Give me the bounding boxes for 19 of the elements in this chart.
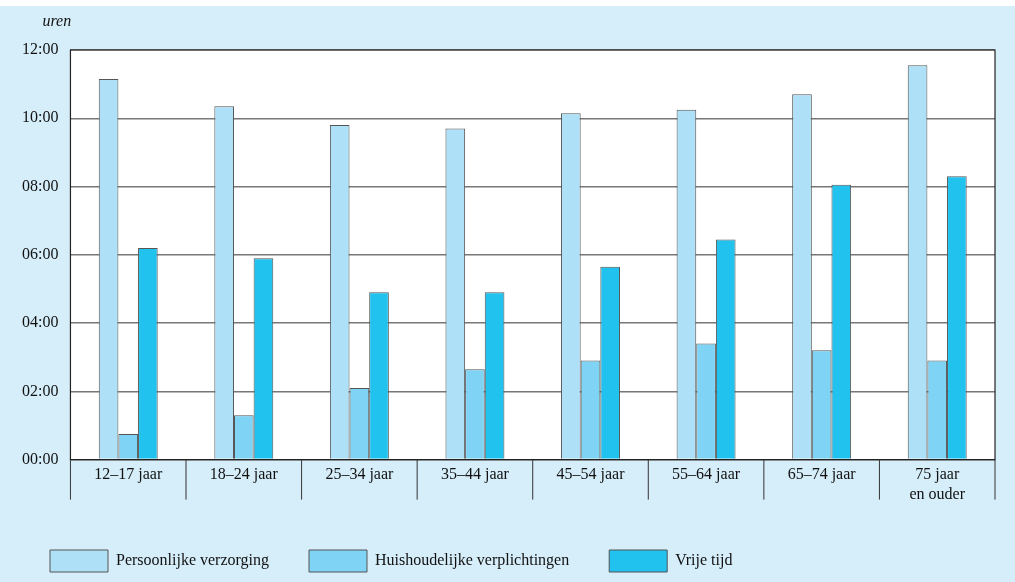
x-tick-label: 45–54 jaar bbox=[556, 465, 626, 484]
y-tick-label: 08:00 bbox=[21, 176, 59, 194]
legend-label: Persoonlijke verzorging bbox=[116, 551, 270, 570]
y-tick-label: 04:00 bbox=[21, 313, 59, 331]
y-tick-label: 12:00 bbox=[21, 40, 59, 58]
x-tick-label: 35–44 jaar bbox=[440, 465, 510, 484]
y-tick-label: 10:00 bbox=[21, 108, 59, 126]
x-tick-label: 18–24 jaar bbox=[209, 465, 279, 484]
x-tick-label: 12–17 jaar bbox=[94, 465, 163, 484]
legend-label: Huishoudelijke verplichtingen bbox=[375, 551, 570, 570]
y-tick-label: 00:00 bbox=[21, 449, 59, 467]
y-axis-title: uren bbox=[42, 12, 72, 30]
y-tick-label: 06:00 bbox=[21, 245, 59, 262]
x-tick-label: 25–34 jaar bbox=[325, 465, 395, 484]
x-tick-label: 65–74 jaar bbox=[787, 465, 857, 484]
x-tick-label: 55–64 jaar bbox=[672, 465, 741, 484]
legend-label: Vrije tijd bbox=[675, 551, 733, 570]
x-tick-label: 75 jaar en ouder bbox=[909, 465, 966, 502]
y-tick-label: 02:00 bbox=[21, 381, 59, 399]
